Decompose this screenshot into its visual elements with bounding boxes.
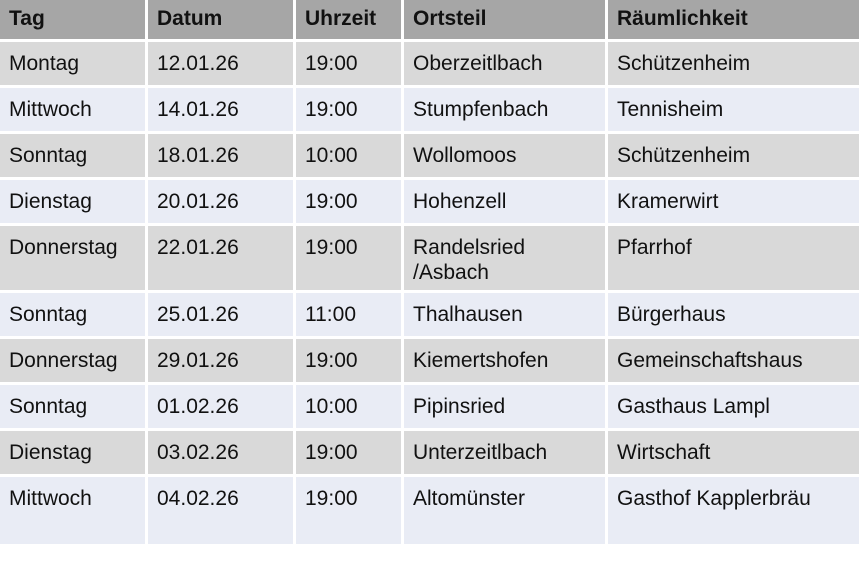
cell-tag: Sonntag (0, 290, 148, 339)
table-row: Dienstag 03.02.26 19:00 Unterzeitlbach Wirts… (0, 428, 860, 477)
cell-uhrzeit: 19:00 (293, 85, 404, 134)
cell-ortsteil: Randelsried /Asbach (401, 223, 608, 293)
cell-uhrzeit: 19:00 (293, 474, 404, 547)
cell-uhrzeit: 19:00 (293, 428, 404, 477)
table-row: Montag 12.01.26 19:00 Oberzeitlbach Schützen… (0, 39, 860, 88)
cell-ortsteil: Hohenzell (401, 177, 608, 226)
table-body: Montag 12.01.26 19:00 Oberzeitlbach Schützen… (0, 39, 860, 547)
table-row: Donnerstag 29.01.26 19:00 Kiemertshofen Geme… (0, 336, 860, 385)
cell-datum: 29.01.26 (145, 336, 296, 385)
cell-raeumlichkeit: Pfarrhof (605, 223, 860, 293)
cell-raeumlichkeit: Schützenheim (605, 39, 860, 88)
cell-raeumlichkeit: Gasthof Kapplerbräu (605, 474, 860, 547)
cell-raeumlichkeit: Bürgerhaus (605, 290, 860, 339)
cell-ortsteil: Kiemertshofen (401, 336, 608, 385)
table-row: Dienstag 20.01.26 19:00 Hohenzell Kramerwirt (0, 177, 860, 226)
cell-uhrzeit: 10:00 (293, 382, 404, 431)
cell-tag: Mittwoch (0, 85, 148, 134)
cell-uhrzeit: 19:00 (293, 223, 404, 293)
cell-ortsteil: Pipinsried (401, 382, 608, 431)
cell-datum: 12.01.26 (145, 39, 296, 88)
cell-datum: 22.01.26 (145, 223, 296, 293)
cell-raeumlichkeit: Tennisheim (605, 85, 860, 134)
cell-ortsteil: Thalhausen (401, 290, 608, 339)
cell-datum: 14.01.26 (145, 85, 296, 134)
cell-tag: Donnerstag (0, 336, 148, 385)
header-uhrzeit: Uhrzeit (293, 0, 404, 42)
cell-datum: 04.02.26 (145, 474, 296, 547)
cell-tag: Sonntag (0, 131, 148, 180)
cell-raeumlichkeit: Wirtschaft (605, 428, 860, 477)
cell-tag: Donnerstag (0, 223, 148, 293)
cell-uhrzeit: 10:00 (293, 131, 404, 180)
header-datum: Datum (145, 0, 296, 42)
table-row: Mittwoch 14.01.26 19:00 Stumpfenbach Tennish… (0, 85, 860, 134)
cell-raeumlichkeit: Kramerwirt (605, 177, 860, 226)
cell-ortsteil: Stumpfenbach (401, 85, 608, 134)
cell-uhrzeit: 19:00 (293, 39, 404, 88)
cell-uhrzeit: 19:00 (293, 177, 404, 226)
cell-tag: Mittwoch (0, 474, 148, 547)
cell-ortsteil: Unterzeitlbach (401, 428, 608, 477)
cell-raeumlichkeit: Gasthaus Lampl (605, 382, 860, 431)
cell-uhrzeit: 19:00 (293, 336, 404, 385)
header-row: Tag Datum Uhrzeit Ortsteil Räumlichkeit (0, 0, 860, 42)
cell-datum: 03.02.26 (145, 428, 296, 477)
schedule-table: Tag Datum Uhrzeit Ortsteil Räumlichkeit … (0, 0, 860, 547)
table-row: Sonntag 18.01.26 10:00 Wollomoos Schützenhei… (0, 131, 860, 180)
table-row: Sonntag 01.02.26 10:00 Pipinsried Gasthaus L… (0, 382, 860, 431)
header-raeumlichkeit: Räumlichkeit (605, 0, 860, 42)
header-tag: Tag (0, 0, 148, 42)
cell-raeumlichkeit: Schützenheim (605, 131, 860, 180)
cell-datum: 20.01.26 (145, 177, 296, 226)
cell-ortsteil: Oberzeitlbach (401, 39, 608, 88)
cell-tag: Dienstag (0, 177, 148, 226)
cell-datum: 01.02.26 (145, 382, 296, 431)
cell-raeumlichkeit: Gemeinschaftshaus (605, 336, 860, 385)
table-row: Mittwoch 04.02.26 19:00 Altomünster Gasthof … (0, 474, 860, 547)
cell-uhrzeit: 11:00 (293, 290, 404, 339)
cell-tag: Sonntag (0, 382, 148, 431)
cell-datum: 25.01.26 (145, 290, 296, 339)
table-row: Donnerstag 22.01.26 19:00 Randelsried /Asba… (0, 223, 860, 293)
cell-datum: 18.01.26 (145, 131, 296, 180)
cell-tag: Montag (0, 39, 148, 88)
table-row: Sonntag 25.01.26 11:00 Thalhausen Bürgerhaus (0, 290, 860, 339)
cell-ortsteil: Altomünster (401, 474, 608, 547)
cell-ortsteil: Wollomoos (401, 131, 608, 180)
cell-tag: Dienstag (0, 428, 148, 477)
header-ortsteil: Ortsteil (401, 0, 608, 42)
